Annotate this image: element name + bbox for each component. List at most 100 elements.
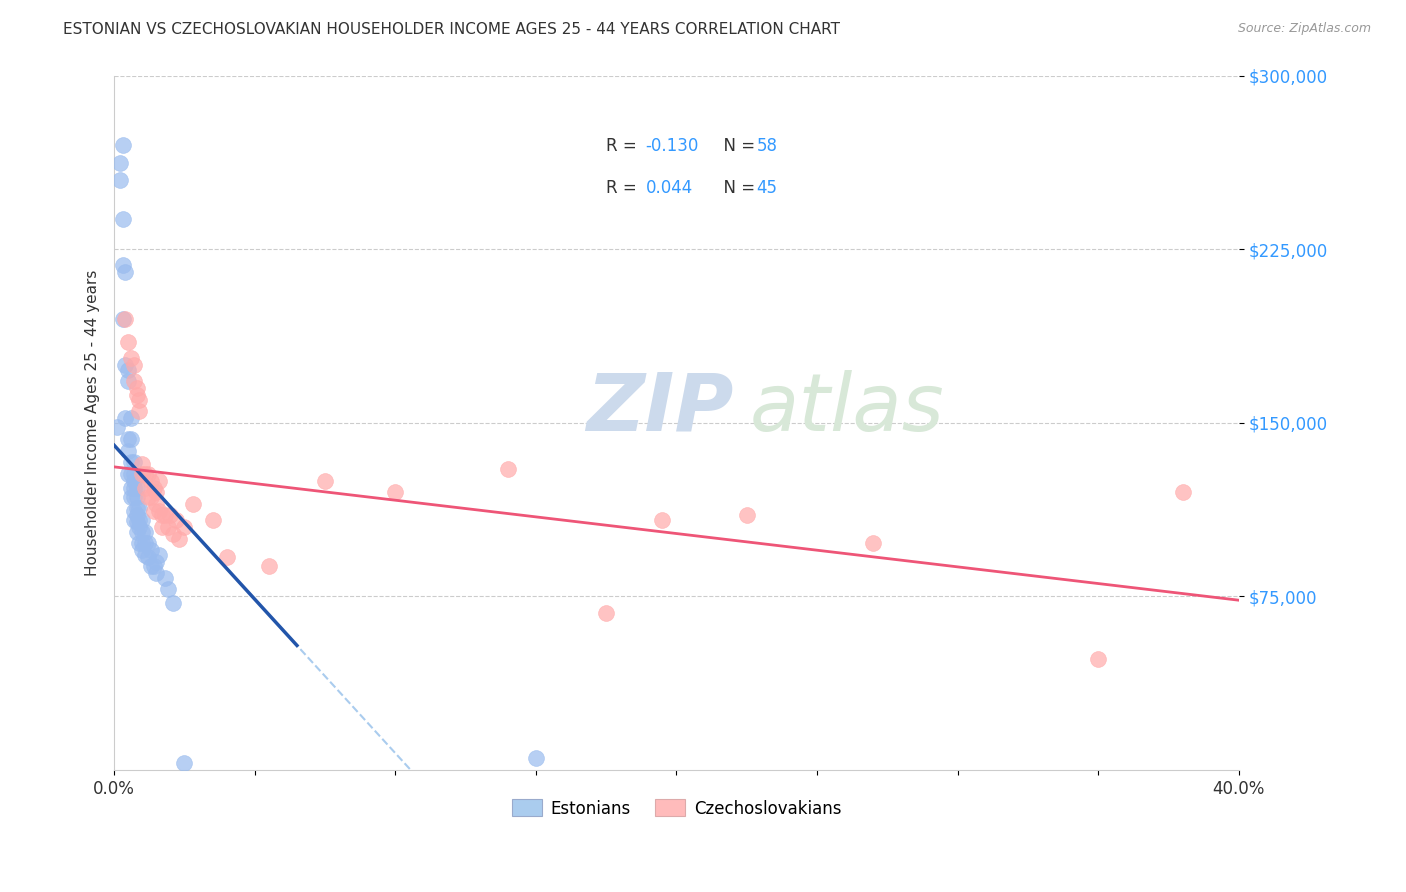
Point — [114, 265, 136, 279]
Point — [162, 527, 184, 541]
Point — [117, 467, 139, 481]
Point — [125, 490, 148, 504]
Point — [142, 481, 165, 495]
Text: 0.044: 0.044 — [645, 179, 693, 197]
Point — [134, 548, 156, 562]
Point — [181, 497, 204, 511]
Point — [125, 381, 148, 395]
Text: R =: R = — [606, 179, 643, 197]
Point — [136, 536, 159, 550]
Point — [105, 420, 128, 434]
Point — [128, 404, 150, 418]
Point — [145, 555, 167, 569]
Point — [145, 566, 167, 581]
Point — [139, 474, 162, 488]
Point — [524, 751, 547, 765]
Point — [148, 548, 170, 562]
Point — [165, 513, 187, 527]
Point — [111, 138, 134, 153]
Point — [131, 536, 153, 550]
Point — [173, 520, 195, 534]
Point — [1171, 485, 1194, 500]
Point — [257, 559, 280, 574]
Point — [150, 520, 173, 534]
Point — [156, 582, 179, 597]
Point — [595, 606, 617, 620]
Point — [120, 467, 142, 481]
Text: Source: ZipAtlas.com: Source: ZipAtlas.com — [1237, 22, 1371, 36]
Text: atlas: atlas — [749, 370, 945, 448]
Point — [128, 392, 150, 407]
Point — [139, 559, 162, 574]
Point — [108, 156, 131, 170]
Point — [125, 501, 148, 516]
Point — [125, 516, 148, 530]
Point — [134, 536, 156, 550]
Point — [139, 543, 162, 558]
Point — [122, 504, 145, 518]
Point — [148, 474, 170, 488]
Point — [862, 536, 884, 550]
Point — [153, 571, 176, 585]
Point — [122, 474, 145, 488]
Point — [128, 501, 150, 516]
Point — [122, 455, 145, 469]
Point — [117, 334, 139, 349]
Point — [173, 756, 195, 770]
Point — [145, 485, 167, 500]
Point — [131, 524, 153, 539]
Text: -0.130: -0.130 — [645, 136, 699, 154]
Point — [131, 467, 153, 481]
Point — [125, 524, 148, 539]
Legend: Estonians, Czechoslovakians: Estonians, Czechoslovakians — [505, 793, 848, 824]
Point — [136, 467, 159, 481]
Point — [131, 458, 153, 472]
Point — [128, 513, 150, 527]
Text: ZIP: ZIP — [586, 370, 734, 448]
Point — [122, 513, 145, 527]
Point — [125, 388, 148, 402]
Point — [120, 351, 142, 365]
Point — [117, 362, 139, 376]
Point — [122, 490, 145, 504]
Point — [117, 443, 139, 458]
Point — [496, 462, 519, 476]
Point — [215, 549, 238, 564]
Point — [167, 532, 190, 546]
Point — [111, 311, 134, 326]
Point — [136, 490, 159, 504]
Point — [120, 481, 142, 495]
Point — [122, 481, 145, 495]
Point — [114, 411, 136, 425]
Point — [145, 497, 167, 511]
Point — [117, 374, 139, 388]
Point — [134, 481, 156, 495]
Point — [1087, 652, 1109, 666]
Point — [111, 212, 134, 227]
Point — [735, 508, 758, 523]
Point — [153, 508, 176, 523]
Text: 45: 45 — [756, 179, 778, 197]
Point — [159, 508, 181, 523]
Y-axis label: Householder Income Ages 25 - 44 years: Householder Income Ages 25 - 44 years — [86, 269, 100, 576]
Point — [314, 474, 336, 488]
Point — [122, 358, 145, 372]
Point — [114, 358, 136, 372]
Text: 58: 58 — [756, 136, 778, 154]
Point — [120, 432, 142, 446]
Point — [114, 311, 136, 326]
Text: ESTONIAN VS CZECHOSLOVAKIAN HOUSEHOLDER INCOME AGES 25 - 44 YEARS CORRELATION CH: ESTONIAN VS CZECHOSLOVAKIAN HOUSEHOLDER … — [63, 22, 841, 37]
Point — [134, 467, 156, 481]
Point — [131, 513, 153, 527]
Point — [131, 543, 153, 558]
Point — [120, 455, 142, 469]
Point — [120, 411, 142, 425]
Point — [142, 504, 165, 518]
Point — [136, 549, 159, 564]
Point — [122, 374, 145, 388]
Text: N =: N = — [713, 136, 761, 154]
Point — [201, 513, 224, 527]
Point — [162, 596, 184, 610]
Point — [150, 508, 173, 523]
Text: R =: R = — [606, 136, 643, 154]
